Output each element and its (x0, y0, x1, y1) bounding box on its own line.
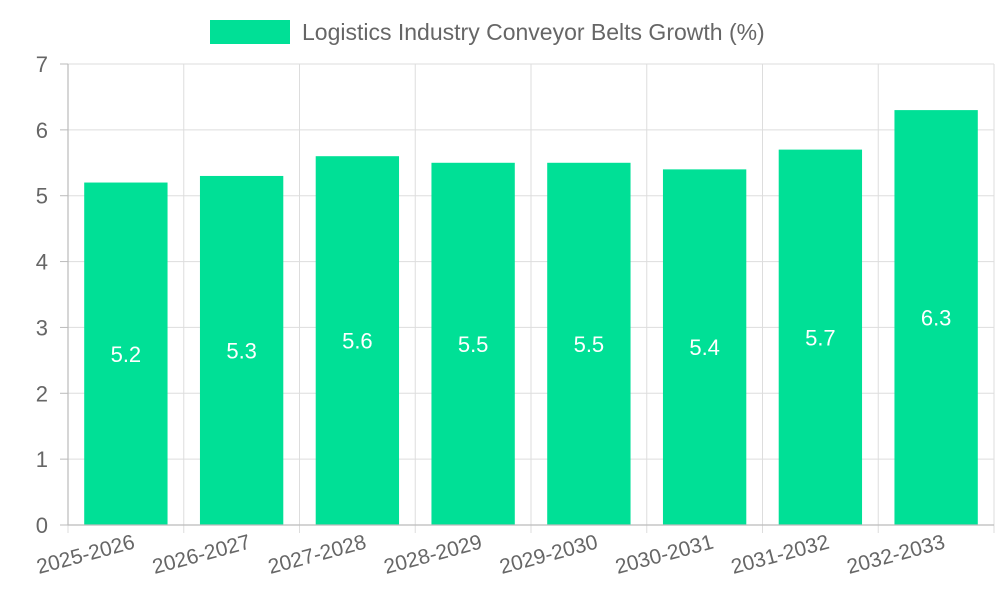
bar[interactable] (547, 162, 631, 526)
bar-value-label: 5.5 (574, 332, 605, 357)
bar[interactable] (778, 149, 863, 525)
bar-value-label: 5.4 (689, 335, 720, 360)
bar-value-label: 5.2 (111, 342, 142, 367)
axes (67, 64, 994, 526)
x-tick-label: 2028-2029 (381, 531, 484, 579)
legend-label: Logistics Industry Conveyor Belts Growth… (302, 19, 765, 45)
bar[interactable] (199, 175, 284, 525)
data-labels: 5.2 5.3 5.6 5.5 5.5 5.4 5.7 6.3 (111, 306, 952, 367)
y-tick-label: 2 (36, 381, 48, 406)
y-tick-label: 5 (36, 184, 48, 209)
x-tick-label: 2030-2031 (613, 531, 716, 579)
bar[interactable] (315, 156, 400, 525)
bar[interactable] (431, 162, 515, 526)
bar-value-label: 5.3 (226, 338, 257, 363)
bar[interactable] (894, 110, 978, 525)
bars (84, 110, 978, 526)
x-tick-label: 2031-2032 (729, 531, 832, 579)
y-axis-ticks: 0 1 2 3 4 5 6 7 (36, 52, 68, 538)
x-tick-label: 2029-2030 (497, 531, 600, 579)
bar-value-label: 5.5 (458, 332, 489, 357)
bar-value-label: 5.7 (805, 325, 836, 350)
x-tick-label: 2026-2027 (150, 531, 253, 579)
y-tick-label: 7 (36, 52, 48, 77)
x-tick-label: 2027-2028 (266, 531, 369, 579)
y-tick-label: 1 (36, 447, 48, 472)
bar[interactable] (84, 182, 168, 526)
x-axis-ticks: 2025-2026 2026-2027 2027-2028 2028-2029 2029… (34, 531, 947, 579)
bar[interactable] (662, 169, 747, 525)
x-tick-label: 2025-2026 (34, 531, 137, 579)
x-tick-label: 2032-2033 (844, 531, 947, 579)
y-tick-label: 6 (36, 118, 48, 143)
y-tick-label: 4 (36, 250, 48, 275)
legend-swatch (210, 20, 290, 44)
y-tick-label: 0 (36, 513, 48, 538)
legend[interactable]: Logistics Industry Conveyor Belts Growth… (210, 19, 765, 45)
bar-value-label: 6.3 (921, 306, 952, 331)
bar-value-label: 5.6 (342, 329, 373, 354)
y-tick-label: 3 (36, 315, 48, 340)
